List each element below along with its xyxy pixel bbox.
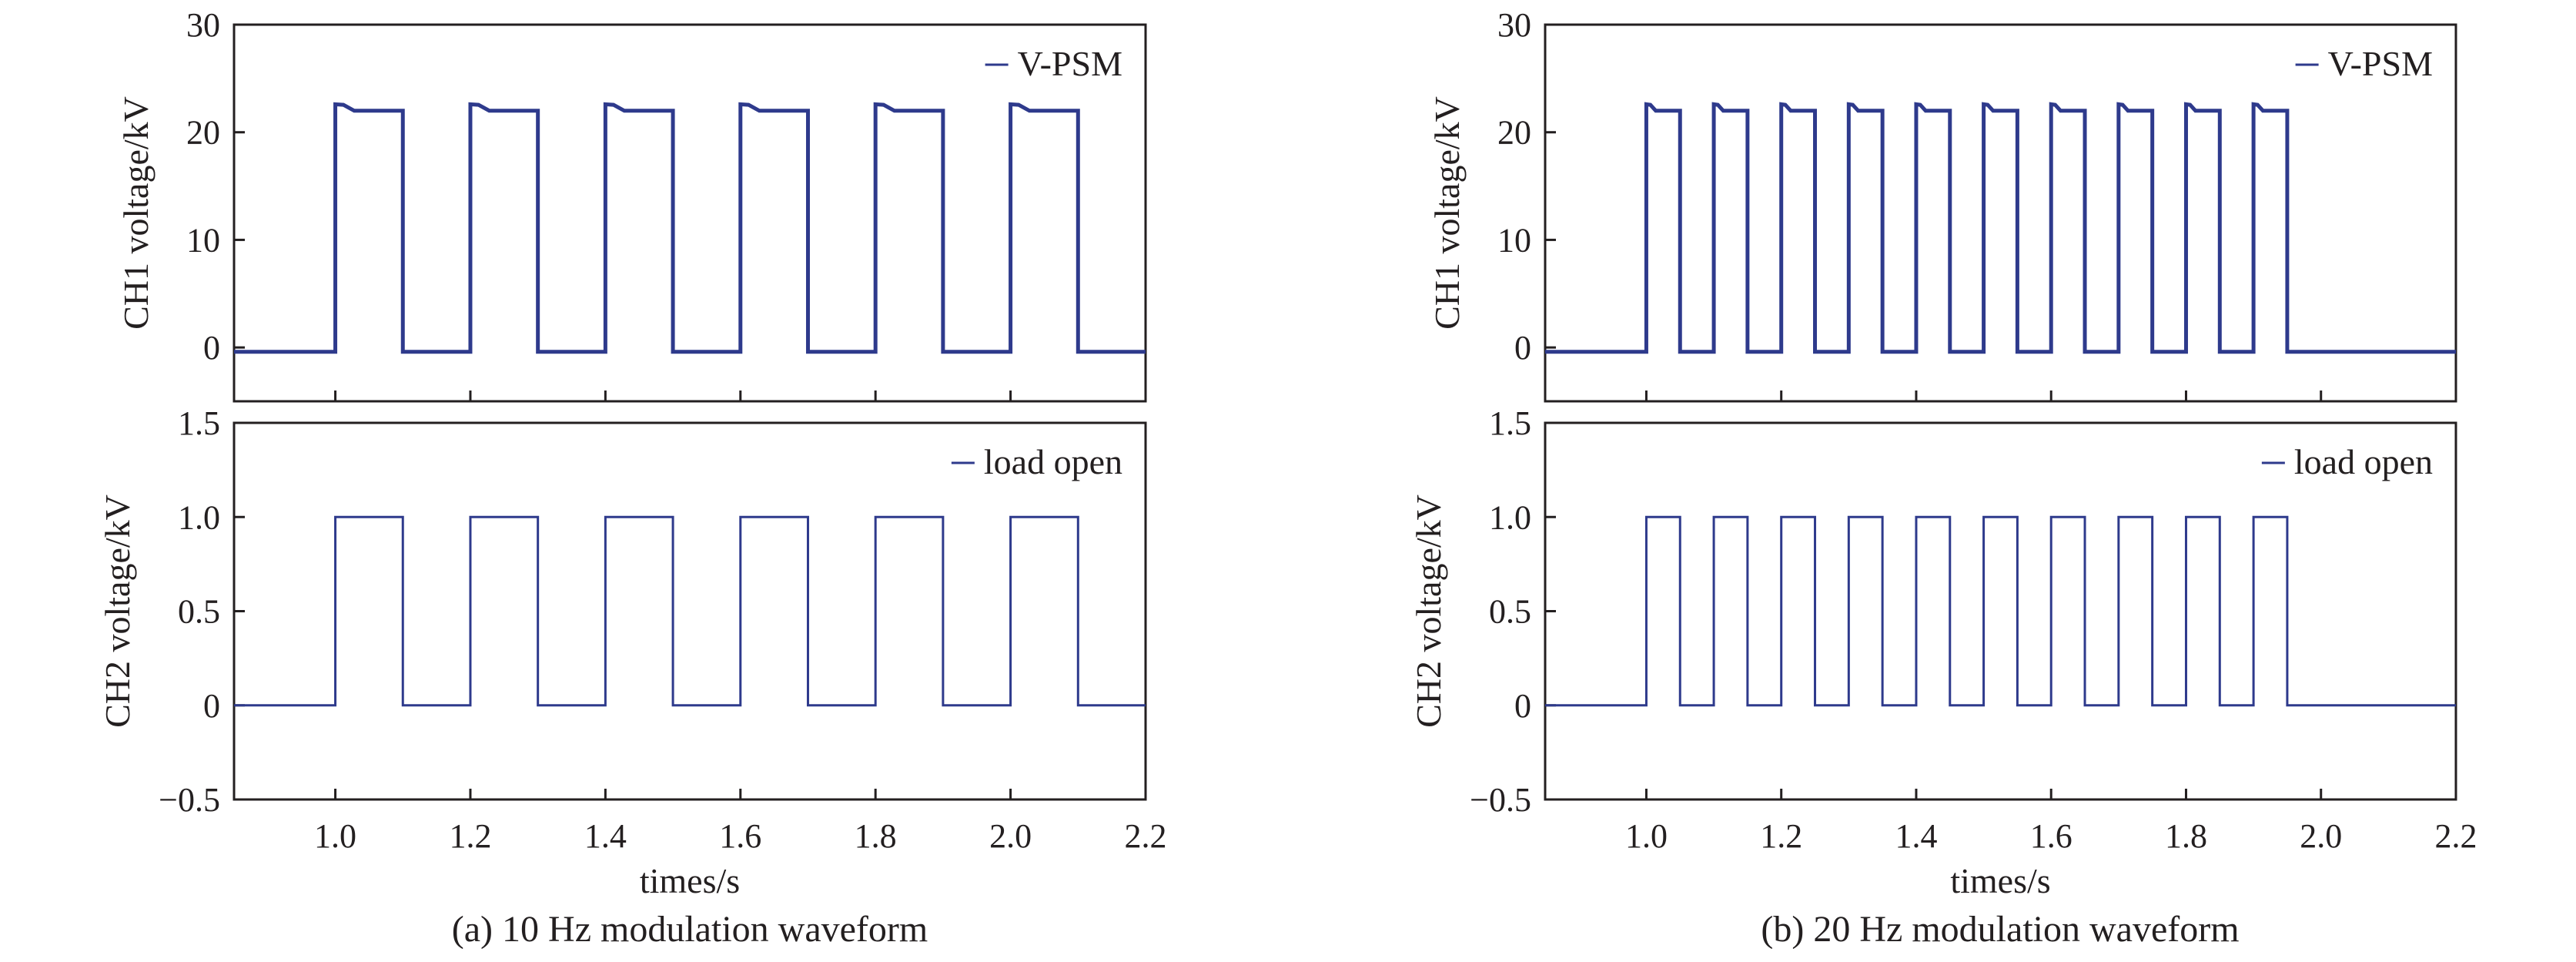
legend-label: load open: [2294, 442, 2433, 481]
subplot-ch1: 30 20 10 0 CH1 voltage/kV V-PSM: [1427, 6, 2457, 403]
y-tick-label: 1.0: [1489, 498, 1531, 536]
y-tick-label: −0.5: [1470, 781, 1531, 819]
series-line-v-psm: [234, 102, 1146, 354]
x-tick-label: 1.2: [449, 817, 491, 855]
x-tick-label: 1.4: [1895, 817, 1937, 855]
subplot-ch1: 30 20 10 0 CH1 voltage/kV V-PSM: [116, 6, 1147, 403]
y-tick-label: 1.5: [1489, 404, 1531, 442]
x-tick-label: 1.8: [2165, 817, 2207, 855]
x-axis-label: times/s: [1950, 861, 2050, 900]
y-tick-label: 0.5: [1489, 593, 1531, 631]
panel-caption: (b) 20 Hz modulation waveform: [1761, 909, 2239, 950]
x-tick-label: 1.6: [719, 817, 761, 855]
y-axis-label: CH1 voltage/kV: [1427, 96, 1467, 330]
y-tick-label: 0: [203, 687, 220, 725]
y-tick-label: 1.0: [178, 498, 220, 536]
x-tick-label: 1.0: [1625, 817, 1668, 855]
y-axis-label: CH2 voltage/kV: [1409, 494, 1448, 728]
y-tick-label: 30: [1497, 6, 1531, 44]
x-tick-label: 2.2: [2435, 817, 2477, 855]
y-tick-label: 30: [186, 6, 220, 44]
plot-frame: [1544, 23, 2457, 403]
panel-caption: (a) 10 Hz modulation waveform: [452, 909, 928, 950]
series-line-load-open: [234, 515, 1146, 707]
y-axis-label: CH2 voltage/kV: [98, 494, 137, 728]
y-tick-label: −0.5: [159, 781, 220, 819]
series-line-v-psm: [1545, 102, 2456, 354]
y-tick-label: 0: [1514, 329, 1531, 367]
x-tick-label: 2.0: [2300, 817, 2342, 855]
x-tick-label: 1.4: [584, 817, 627, 855]
series-line-load-open: [1545, 515, 2456, 707]
y-tick-label: 0: [1514, 687, 1531, 725]
x-tick-label: 1.0: [314, 817, 356, 855]
y-tick-label: 10: [1497, 221, 1531, 259]
x-tick-label: 2.0: [989, 817, 1032, 855]
y-axis-label: CH1 voltage/kV: [116, 96, 156, 330]
panel-a: 30 20 10 0 CH1 voltage/kV V-PSM 1.5 1.0 0.5 0 −0.5…: [98, 6, 1167, 950]
panel-b: 30 20 10 0 CH1 voltage/kV V-PSM 1.5 1.0 0.5 0 −0.5…: [1409, 6, 2477, 950]
y-tick-label: 1.5: [178, 404, 220, 442]
x-tick-label: 1.8: [855, 817, 897, 855]
subplot-ch2: 1.5 1.0 0.5 0 −0.5 CH2 voltage/kV load open: [1409, 404, 2457, 819]
legend-label: load open: [984, 442, 1122, 481]
legend-label: V-PSM: [2328, 44, 2433, 83]
y-tick-label: 20: [186, 114, 220, 152]
plot-frame: [233, 23, 1147, 403]
subplot-ch2: 1.5 1.0 0.5 0 −0.5 CH2 voltage/kV load open: [98, 404, 1147, 819]
x-axis-label: times/s: [640, 861, 740, 900]
x-tick-label: 1.2: [1760, 817, 1802, 855]
y-tick-label: 20: [1497, 114, 1531, 152]
y-tick-label: 0.5: [178, 593, 220, 631]
legend-label: V-PSM: [1018, 44, 1122, 83]
x-tick-label: 2.2: [1125, 817, 1167, 855]
y-tick-label: 10: [186, 221, 220, 259]
y-tick-label: 0: [203, 329, 220, 367]
x-tick-label: 1.6: [2030, 817, 2073, 855]
